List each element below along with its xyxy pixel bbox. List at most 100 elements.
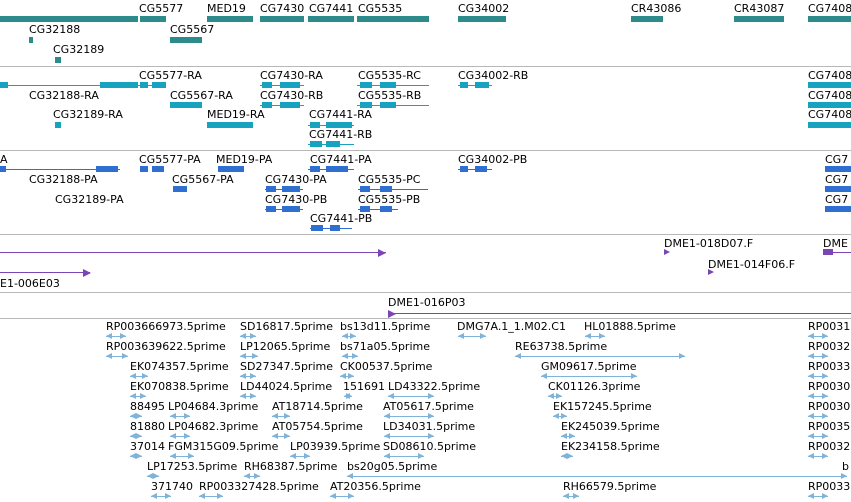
feature-label[interactable]: CG32189-RA — [53, 108, 123, 121]
clone-end-arrow-icon[interactable] — [388, 310, 396, 318]
feature-label[interactable]: RP0030 — [808, 400, 851, 413]
feature-label[interactable]: CG7430-PB — [265, 193, 328, 206]
feature-label[interactable]: CG7430-PA — [265, 173, 327, 186]
exon-block[interactable] — [330, 225, 340, 231]
feature-label[interactable]: LP04682.3prime — [168, 420, 259, 433]
est-alignment-line[interactable] — [808, 356, 828, 357]
feature-label[interactable]: CG32189 — [53, 43, 105, 56]
est-alignment-line[interactable] — [170, 416, 190, 417]
clone-end-arrow-icon[interactable] — [708, 269, 714, 275]
est-alignment-line[interactable] — [388, 396, 434, 397]
feature-label[interactable]: LP03939.5prime — [290, 440, 381, 453]
exon-block[interactable] — [140, 16, 166, 22]
est-alignment-line[interactable] — [384, 416, 434, 417]
exon-block[interactable] — [0, 82, 8, 88]
exon-block[interactable] — [308, 16, 354, 22]
exon-block[interactable] — [170, 102, 202, 108]
feature-label[interactable]: FGM315G09.5prime — [168, 440, 279, 453]
feature-label[interactable]: AT05617.5prime — [383, 400, 474, 413]
feature-label[interactable]: SD27347.5prime — [240, 360, 333, 373]
exon-block[interactable] — [380, 206, 392, 212]
feature-label[interactable]: DMG7A.1_1.M02.C1 — [457, 320, 566, 333]
feature-label[interactable]: CG5577-RA — [139, 69, 202, 82]
feature-label[interactable]: CG7441-PA — [310, 153, 372, 166]
exon-block[interactable] — [280, 102, 300, 108]
exon-block[interactable] — [808, 82, 851, 88]
exon-block[interactable] — [360, 102, 372, 108]
exon-block[interactable] — [460, 82, 468, 88]
est-alignment-line[interactable] — [585, 336, 605, 337]
exon-block[interactable] — [280, 82, 300, 88]
est-alignment-line[interactable] — [541, 376, 637, 377]
est-alignment-line[interactable] — [240, 336, 256, 337]
exon-block[interactable] — [0, 16, 138, 22]
exon-block[interactable] — [823, 249, 833, 255]
exon-block[interactable] — [0, 166, 6, 172]
exon-block[interactable] — [734, 16, 784, 22]
est-alignment-line[interactable] — [458, 336, 486, 337]
feature-label[interactable]: CG7 — [825, 193, 849, 206]
feature-label[interactable]: SD16817.5prime — [240, 320, 333, 333]
feature-label[interactable]: 151691 — [343, 380, 385, 393]
exon-block[interactable] — [218, 166, 244, 172]
feature-label[interactable]: CG7 — [825, 153, 849, 166]
est-alignment-line[interactable] — [330, 496, 354, 497]
feature-label[interactable]: RP0033 — [808, 480, 851, 493]
exon-block[interactable] — [460, 166, 468, 172]
feature-label[interactable]: GM09617.5prime — [541, 360, 637, 373]
est-alignment-line[interactable] — [240, 396, 256, 397]
est-alignment-line[interactable] — [561, 436, 575, 437]
feature-label[interactable]: RP0033 — [808, 360, 851, 373]
feature-label[interactable]: CG7441-PB — [310, 212, 373, 225]
feature-label[interactable]: DME1-018D07.F — [664, 237, 754, 250]
exon-block[interactable] — [360, 206, 370, 212]
feature-label[interactable]: CG32188-PA — [29, 173, 98, 186]
feature-label[interactable]: 37014 — [130, 440, 165, 453]
exon-block[interactable] — [140, 82, 148, 88]
clone-end-arrow-icon[interactable] — [378, 249, 386, 257]
feature-label[interactable]: CG7441-RA — [309, 108, 372, 121]
exon-block[interactable] — [825, 206, 851, 212]
feature-label[interactable]: LD34031.5prime — [383, 420, 476, 433]
clone-end-arrow-icon[interactable] — [664, 249, 670, 255]
exon-block[interactable] — [152, 82, 166, 88]
feature-label[interactable]: CR43087 — [734, 2, 785, 15]
feature-label[interactable]: EK245039.5prime — [561, 420, 660, 433]
feature-label[interactable]: MED19-PA — [216, 153, 273, 166]
feature-label[interactable]: AT20356.5prime — [330, 480, 421, 493]
feature-label[interactable]: RP003327428.5prime — [199, 480, 319, 493]
est-alignment-line[interactable] — [808, 336, 828, 337]
exon-block[interactable] — [96, 166, 118, 172]
exon-block[interactable] — [170, 37, 202, 43]
feature-label[interactable]: RP0032 — [808, 340, 851, 353]
est-alignment-line[interactable] — [290, 456, 310, 457]
feature-label[interactable]: LP12065.5prime — [240, 340, 331, 353]
feature-label[interactable]: CG7408 — [808, 108, 851, 121]
est-alignment-line[interactable] — [170, 436, 190, 437]
est-alignment-line[interactable] — [563, 496, 579, 497]
exon-block[interactable] — [357, 16, 429, 22]
feature-label[interactable]: RP0031 — [808, 320, 851, 333]
feature-label[interactable]: RE63738.5prime — [515, 340, 608, 353]
feature-label[interactable]: CG7408 — [808, 2, 851, 15]
est-alignment-line[interactable] — [808, 496, 828, 497]
est-alignment-line[interactable] — [240, 356, 258, 357]
feature-label[interactable]: CG7430 — [260, 2, 305, 15]
exon-block[interactable] — [310, 122, 320, 128]
feature-label[interactable]: CK00537.5prime — [340, 360, 433, 373]
feature-label[interactable]: AT05754.5prime — [272, 420, 363, 433]
est-alignment-line[interactable] — [808, 416, 828, 417]
feature-label[interactable]: CG7430-RB — [260, 89, 324, 102]
feature-label[interactable]: CG5535-RC — [358, 69, 421, 82]
feature-label[interactable]: CG5577 — [139, 2, 184, 15]
feature-label[interactable]: CG32188 — [29, 23, 81, 36]
exon-block[interactable] — [310, 141, 322, 147]
exon-block[interactable] — [326, 122, 352, 128]
feature-label[interactable]: LD44024.5prime — [240, 380, 333, 393]
feature-label[interactable]: 81880 — [130, 420, 165, 433]
exon-block[interactable] — [140, 166, 148, 172]
est-alignment-line[interactable] — [342, 336, 356, 337]
est-alignment-line[interactable] — [106, 356, 128, 357]
feature-label[interactable]: MED19-RA — [207, 108, 265, 121]
